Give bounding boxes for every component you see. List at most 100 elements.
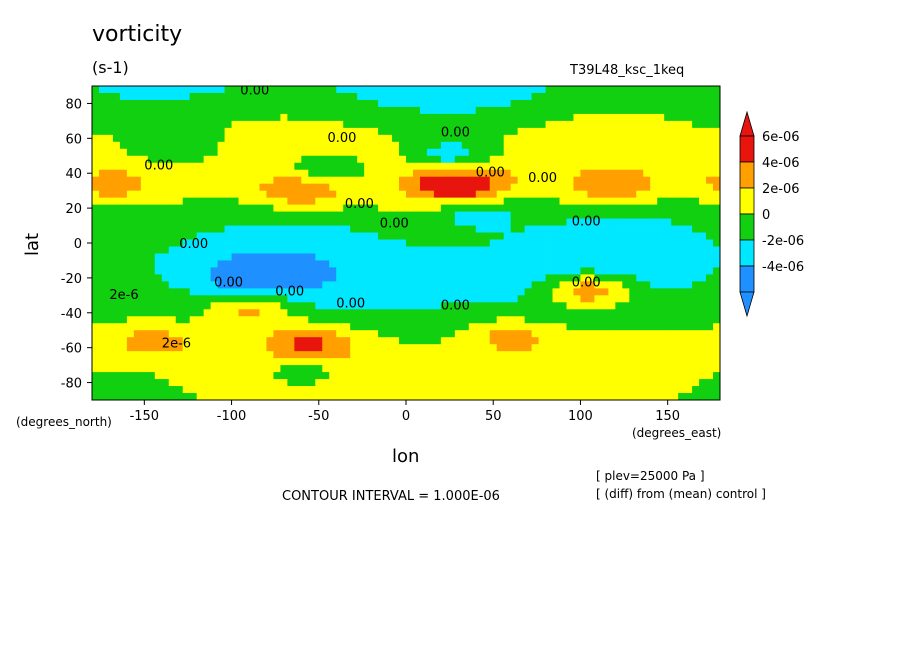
colorbar-box xyxy=(739,135,755,163)
field-cell xyxy=(350,176,358,185)
field-cell xyxy=(364,92,372,101)
field-cell xyxy=(189,190,198,199)
field-cell xyxy=(699,148,707,157)
field-cell xyxy=(615,274,623,282)
field-cell xyxy=(496,127,505,136)
field-cell xyxy=(92,211,100,219)
field-cell xyxy=(587,86,595,94)
field-cell xyxy=(573,232,581,240)
field-cell xyxy=(280,323,288,331)
field-cell xyxy=(594,113,602,122)
field-cell xyxy=(461,358,470,366)
field-cell xyxy=(364,302,372,310)
field-cell xyxy=(140,120,149,129)
field-cell xyxy=(489,239,498,247)
field-cell xyxy=(273,225,281,233)
field-cell xyxy=(629,99,637,108)
field-cell xyxy=(301,211,309,219)
field-cell xyxy=(280,162,288,171)
field-cell xyxy=(224,281,232,289)
field-cell xyxy=(559,379,567,387)
field-cell xyxy=(636,155,644,164)
field-cell xyxy=(678,253,686,261)
field-cell xyxy=(322,267,330,275)
field-cell xyxy=(636,330,644,338)
field-cell xyxy=(615,120,623,129)
field-cell xyxy=(196,281,205,289)
field-cell xyxy=(266,141,274,150)
field-cell xyxy=(671,379,679,387)
field-cell xyxy=(140,86,149,94)
field-cell xyxy=(329,162,337,171)
field-cell xyxy=(224,246,232,254)
field-cell xyxy=(615,330,623,338)
field-cell xyxy=(510,99,519,108)
field-cell xyxy=(343,358,351,366)
field-cell xyxy=(259,106,267,115)
field-cell xyxy=(573,176,581,185)
field-cell xyxy=(406,267,414,275)
field-cell xyxy=(426,120,435,129)
field-cell xyxy=(224,225,232,233)
field-cell xyxy=(510,232,519,240)
field-cell xyxy=(350,225,358,233)
field-cell xyxy=(189,281,198,289)
field-cell xyxy=(98,183,107,192)
field-cell xyxy=(301,141,309,150)
field-cell xyxy=(287,113,295,122)
field-cell xyxy=(364,162,372,171)
field-cell xyxy=(357,372,365,380)
field-cell xyxy=(343,351,351,359)
field-cell xyxy=(126,162,135,171)
field-cell xyxy=(531,141,539,150)
field-cell xyxy=(105,323,114,331)
field-cell xyxy=(587,295,595,303)
field-cell xyxy=(482,183,491,192)
field-cell xyxy=(301,288,309,296)
field-cell xyxy=(224,302,232,310)
field-cell xyxy=(210,204,218,212)
field-cell xyxy=(475,386,484,394)
field-cell xyxy=(119,260,128,268)
field-cell xyxy=(392,141,400,150)
field-cell xyxy=(461,330,470,338)
field-cell xyxy=(161,190,170,199)
field-cell xyxy=(692,274,700,282)
field-cell xyxy=(399,99,407,108)
field-cell xyxy=(608,211,616,219)
field-cell xyxy=(685,386,693,394)
field-cell xyxy=(608,127,616,136)
field-cell xyxy=(510,86,519,94)
field-cell xyxy=(713,162,720,171)
field-cell xyxy=(294,239,302,247)
field-cell xyxy=(657,344,665,352)
field-cell xyxy=(706,246,714,254)
field-cell xyxy=(692,239,700,247)
field-cell xyxy=(385,113,393,122)
field-cell xyxy=(182,365,191,373)
field-cell xyxy=(412,99,421,108)
field-cell xyxy=(315,99,323,108)
field-cell xyxy=(266,323,274,331)
field-cell xyxy=(706,106,714,115)
field-cell xyxy=(364,155,372,164)
field-cell xyxy=(678,246,686,254)
field-cell xyxy=(266,99,274,108)
field-cell xyxy=(608,141,616,150)
field-cell xyxy=(692,379,700,387)
field-cell xyxy=(573,302,581,310)
field-cell xyxy=(650,162,658,171)
field-cell xyxy=(210,232,218,240)
field-cell xyxy=(266,113,274,122)
field-cell xyxy=(447,393,456,400)
field-cell xyxy=(699,162,707,171)
field-cell xyxy=(399,323,407,331)
field-cell xyxy=(454,330,463,338)
field-cell xyxy=(692,183,700,192)
field-cell xyxy=(510,225,519,233)
field-cell xyxy=(203,365,212,373)
field-cell xyxy=(315,134,323,143)
field-cell xyxy=(587,225,595,233)
field-cell xyxy=(343,113,351,122)
field-cell xyxy=(357,225,365,233)
